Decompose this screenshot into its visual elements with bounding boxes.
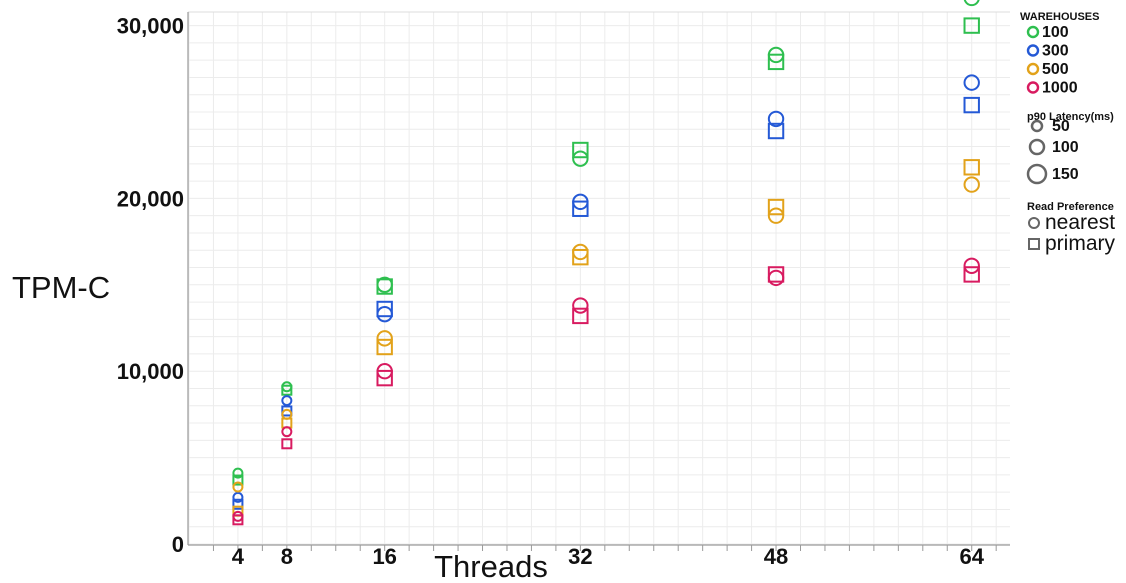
data-point-square-wh300 (572, 200, 589, 217)
data-point-square-wh300 (767, 122, 785, 140)
data-point-square-wh100 (281, 384, 293, 396)
data-point-circle-wh500 (767, 207, 785, 224)
data-point-circle-wh300 (963, 74, 980, 91)
data-point-square-wh100 (767, 53, 785, 71)
legend-swatch-wh300 (1026, 44, 1040, 57)
legend-size-circle-150 (1026, 163, 1048, 185)
x-tick-label: 4 (232, 544, 245, 569)
gridlines (188, 11, 1010, 545)
data-point-square-wh1000 (963, 266, 980, 283)
data-point-square-wh100 (963, 17, 980, 34)
data-point-square-wh300 (281, 405, 293, 417)
data-point-square-wh500 (572, 248, 589, 266)
data-point-square-wh500 (767, 198, 785, 216)
legend-shape-square (1028, 238, 1040, 250)
legend-label-wh300: 300 (1042, 43, 1069, 60)
legend-shape-label-primary: primary (1045, 232, 1116, 255)
legend-size-label-100: 100 (1052, 139, 1079, 156)
legend-color-title: WAREHOUSES (1020, 11, 1099, 23)
data-point-square-wh1000 (376, 369, 393, 387)
axes (187, 12, 1010, 551)
legend-shape-circle (1028, 217, 1040, 229)
data-point-square-wh1000 (572, 307, 589, 325)
legend-swatch-wh1000 (1026, 81, 1040, 94)
data-point-circle-wh100 (963, 0, 980, 7)
x-tick-label: 8 (281, 544, 293, 569)
data-point-square-wh300 (232, 498, 244, 510)
legend-label-wh500: 500 (1042, 61, 1069, 78)
legend-shape-title: Read Preference (1027, 201, 1114, 213)
data-point-square-wh500 (376, 338, 393, 356)
data-point-square-wh1000 (232, 514, 244, 526)
data-point-circle-wh300 (767, 110, 785, 128)
legend-label-wh100: 100 (1042, 24, 1069, 41)
x-tick-label: 64 (959, 544, 984, 569)
data-point-circle-wh1000 (963, 257, 980, 274)
data-point-circle-wh300 (232, 491, 244, 503)
legend-size-label-150: 150 (1052, 166, 1079, 183)
data-point-square-wh100 (232, 474, 244, 486)
data-point-square-wh100 (376, 278, 393, 295)
y-axis-title: TPM-C (12, 270, 110, 305)
legend-latency-items: 50 100 150 (1026, 118, 1079, 185)
data-point-square-wh300 (963, 96, 980, 114)
legend-size-circle-100 (1028, 138, 1046, 156)
data-point-circle-wh1000 (572, 297, 589, 314)
y-tick-label: 30,000 (117, 14, 184, 39)
data-point-circle-wh500 (376, 330, 393, 347)
y-tick-label: 20,000 (117, 186, 184, 211)
data-point-circle-wh300 (281, 395, 293, 407)
data-point-circle-wh1000 (281, 426, 293, 438)
legend-swatch-wh100 (1026, 25, 1040, 39)
legend-size-title: p90 Latency(ms) (1027, 111, 1114, 123)
data-point-square-wh1000 (767, 266, 785, 283)
legend-size-label-50: 50 (1052, 118, 1070, 135)
x-tick-label: 32 (568, 544, 592, 569)
data-point-circle-wh500 (963, 176, 980, 193)
x-tick-label: 48 (764, 544, 788, 569)
y-tick-labels: 0 10,000 20,000 30,000 (117, 14, 184, 557)
data-point-square-wh100 (572, 141, 589, 159)
legend-shape-label-nearest: nearest (1045, 211, 1115, 234)
x-tick-labels: 4 8 16 32 48 64 (232, 544, 985, 569)
y-tick-label: 10,000 (117, 359, 184, 384)
legend-swatch-wh500 (1026, 62, 1040, 76)
legend-size-circle-50 (1030, 119, 1044, 133)
data-point-square-wh300 (376, 300, 393, 318)
data-points (232, 0, 980, 526)
legend-label-wh1000: 1000 (1042, 80, 1078, 97)
data-point-square-wh500 (963, 159, 980, 176)
x-tick-label: 16 (372, 544, 396, 569)
y-tick-label: 0 (172, 532, 184, 557)
data-point-circle-wh100 (572, 150, 589, 167)
data-point-square-wh1000 (281, 438, 293, 450)
x-axis-title: Threads (434, 549, 548, 583)
data-point-circle-wh100 (232, 467, 244, 479)
data-point-circle-wh500 (232, 481, 244, 493)
